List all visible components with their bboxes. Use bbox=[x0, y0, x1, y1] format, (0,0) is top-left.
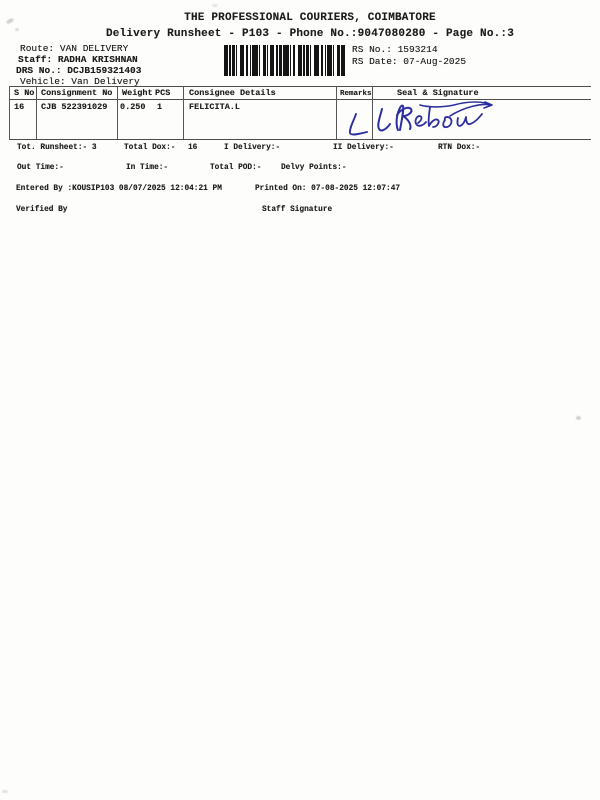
table-bottom-border bbox=[9, 139, 591, 140]
barcode-icon bbox=[224, 45, 345, 76]
table-header-separator bbox=[9, 99, 591, 100]
col-divider-sno bbox=[36, 86, 37, 139]
rs-date-line: RS Date: 07-Aug-2025 bbox=[352, 56, 467, 67]
scan-speck bbox=[2, 790, 8, 793]
scan-speck bbox=[15, 28, 19, 31]
total-dox-value: 16 bbox=[188, 144, 198, 152]
col-divider-weight bbox=[183, 86, 184, 139]
header-weight: Weight bbox=[122, 88, 153, 98]
cell-pcs: 1 bbox=[157, 102, 163, 112]
in-time: In Time:- bbox=[126, 164, 169, 172]
col-divider-consignment bbox=[117, 86, 118, 139]
total-pod: Total POD:- bbox=[210, 164, 262, 172]
header-consignment-no: Consignment No bbox=[41, 88, 113, 98]
rs-no-line: RS No.: 1593214 bbox=[352, 44, 438, 55]
scan-speck bbox=[576, 416, 581, 420]
col-divider-consignee bbox=[336, 86, 337, 139]
company-title: THE PROFESSIONAL COURIERS, COIMBATORE bbox=[184, 12, 436, 24]
header-pcs: PCS bbox=[155, 88, 171, 98]
cell-consignee-details: FELICITA.L bbox=[189, 102, 241, 112]
col-divider-remarks bbox=[372, 86, 373, 139]
header-remarks: Remarks bbox=[340, 90, 372, 98]
total-dox-label: Total Dox:- bbox=[124, 144, 176, 152]
cell-consignment-no: CJB 522391029 bbox=[41, 102, 108, 112]
drs-no-line: DRS No.: DCJB159321403 bbox=[16, 65, 142, 76]
header-seal-signature: Seal & Signature bbox=[397, 88, 479, 98]
out-time: Out Time:- bbox=[17, 164, 64, 172]
runsheet-subtitle: Delivery Runsheet - P103 - Phone No.:904… bbox=[105, 28, 515, 40]
staff-line: Staff: RADHA KRISHNAN bbox=[18, 54, 138, 65]
header-consignee-details: Consignee Details bbox=[189, 88, 276, 98]
i-delivery: I Delivery:- bbox=[224, 144, 281, 152]
ii-delivery: II Delivery:- bbox=[333, 144, 394, 152]
scan-speck bbox=[212, 4, 218, 7]
cell-weight: 0.250 bbox=[120, 102, 146, 112]
table-top-border bbox=[9, 86, 591, 87]
scan-speck bbox=[116, 31, 119, 34]
entered-by: Entered By :KOUSIP103 08/07/2025 12:04:2… bbox=[16, 185, 222, 193]
remarks-tick-handwriting-icon bbox=[348, 113, 368, 136]
vehicle-line: Vehicle: Van Delivery bbox=[20, 76, 140, 87]
seal-signature-handwriting-icon bbox=[377, 101, 493, 132]
route-line: Route: VAN DELIVERY bbox=[20, 43, 129, 54]
header-s-no: S No bbox=[14, 88, 35, 98]
tot-runsheet: Tot. Runsheet:- 3 bbox=[17, 144, 97, 152]
staff-signature-label: Staff Signature bbox=[262, 206, 333, 214]
rtn-dox: RTN Dox:- bbox=[438, 144, 481, 152]
cell-s-no: 16 bbox=[14, 102, 25, 112]
verified-by: Verified By bbox=[16, 206, 68, 214]
delvy-points: Delvy Points:- bbox=[281, 164, 347, 172]
printed-on: Printed On: 07-08-2025 12:07:47 bbox=[255, 185, 401, 193]
table-border-left bbox=[9, 86, 10, 139]
